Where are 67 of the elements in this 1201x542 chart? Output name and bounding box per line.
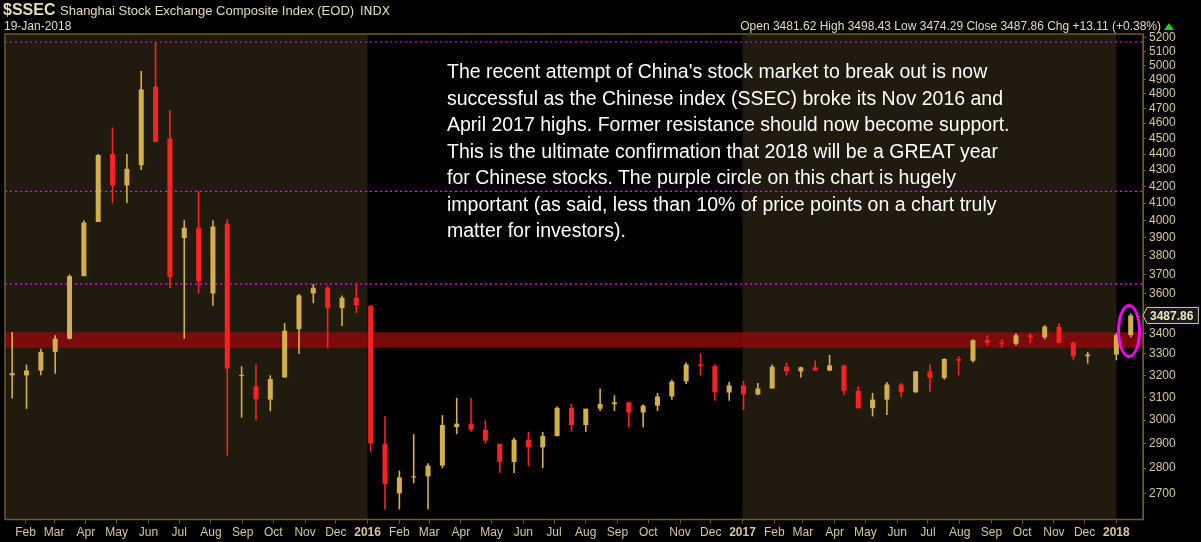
chart-title: $SSEC	[3, 1, 56, 19]
y-tick-label: 2800	[1149, 460, 1177, 475]
x-tick-label: Apr	[76, 525, 96, 540]
y-tick-label: 3300	[1149, 346, 1177, 361]
x-tick-label: Feb	[763, 525, 785, 540]
chart-subtitle: Shanghai Stock Exchange Composite Index (EOD)	[60, 3, 355, 18]
y-tick-label: 4200	[1149, 178, 1177, 193]
x-tick-label: Sep	[606, 525, 629, 540]
x-tick-label: Mar	[418, 525, 440, 540]
x-tick-label: 2016	[354, 525, 382, 540]
y-tick-label: 3100	[1149, 389, 1177, 404]
y-tick-label: 3400	[1149, 325, 1177, 340]
x-tick-label: Jun	[513, 525, 533, 540]
x-tick-label: Sep	[980, 525, 1003, 540]
y-tick-label: 3700	[1149, 266, 1177, 281]
y-tick-label: 4700	[1149, 100, 1177, 115]
x-tick-label: Dec	[1073, 525, 1096, 540]
y-tick-label: 4600	[1149, 115, 1177, 130]
x-tick-label: Jun	[138, 525, 159, 540]
x-tick-label: May	[854, 525, 877, 540]
y-tick-label: 3200	[1149, 367, 1177, 382]
text: Open 3481.62 High 3498.43 Low 3474.29 Close 3487.86 Chg +13.11 (+0.38%)	[740, 19, 1161, 33]
text: 19-Jan-2018	[4, 19, 72, 33]
y-tick-label: 4400	[1149, 146, 1177, 161]
text: INDX	[360, 4, 390, 18]
x-tick-label: Apr	[451, 525, 471, 540]
x-tick-label: Oct	[264, 525, 284, 540]
y-tick-label: 2700	[1149, 485, 1177, 500]
x-tick-label: Mar	[792, 525, 814, 540]
x-tick-label: Jul	[171, 525, 187, 540]
y-tick-label: 4000	[1149, 212, 1177, 227]
annotation: The recent attempt of China's stock market to break out is now successful as the Chinese index (SSEC) broke its Nov 2016 and April 2017 highs. Former resistance should now become support. This is the ultimate confirmation that 2018 will be a GREAT year for Chinese stocks. The purple circle on this chart is hugely important (as said, less than 10% of price points on a chart truly matter for investors).	[447, 59, 1011, 243]
y-tick-label: 3000	[1149, 412, 1177, 427]
x-tick-label: May	[480, 525, 503, 540]
y-tick-label: 5100	[1149, 43, 1177, 58]
y-tick-label: 3900	[1149, 230, 1177, 245]
x-tick-label: Aug	[575, 525, 597, 540]
y-tick-label: 4100	[1149, 195, 1177, 210]
x-tick-label: Aug	[200, 525, 222, 540]
y-tick-label: 4900	[1149, 71, 1177, 86]
x-tick-label: 2017	[729, 525, 757, 540]
x-tick-label: Mar	[43, 525, 65, 540]
y-tick-label: 4300	[1149, 162, 1177, 177]
x-tick-label: Apr	[825, 525, 845, 540]
x-tick-label: Nov	[669, 525, 691, 540]
x-tick-label: Jul	[546, 525, 562, 540]
x-tick-label: May	[105, 525, 128, 540]
x-tick-label: Nov	[294, 525, 316, 540]
y-tick-label: 3800	[1149, 248, 1177, 263]
y-tick-label: 3600	[1149, 285, 1177, 300]
y-tick-label: 4800	[1149, 85, 1177, 100]
x-tick-label: Dec	[325, 525, 347, 540]
x-tick-label: Jun	[887, 525, 907, 540]
y-tick-label: 4500	[1149, 130, 1177, 145]
x-tick-label: Jul	[920, 525, 936, 540]
y-tick-label: 2900	[1149, 436, 1177, 451]
annotation: 3487.86	[1150, 308, 1194, 323]
x-tick-label: Dec	[700, 525, 722, 540]
x-tick-label: 2018	[1103, 525, 1131, 540]
x-tick-label: Aug	[948, 525, 971, 540]
x-tick-label: Feb	[389, 525, 411, 540]
x-tick-label: Sep	[231, 525, 254, 540]
x-tick-label: Feb	[15, 525, 37, 540]
x-tick-label: Oct	[1012, 525, 1033, 540]
x-tick-label: Oct	[638, 525, 659, 540]
y-tick-label: 5000	[1149, 57, 1177, 72]
x-tick-label: Nov	[1043, 525, 1065, 540]
